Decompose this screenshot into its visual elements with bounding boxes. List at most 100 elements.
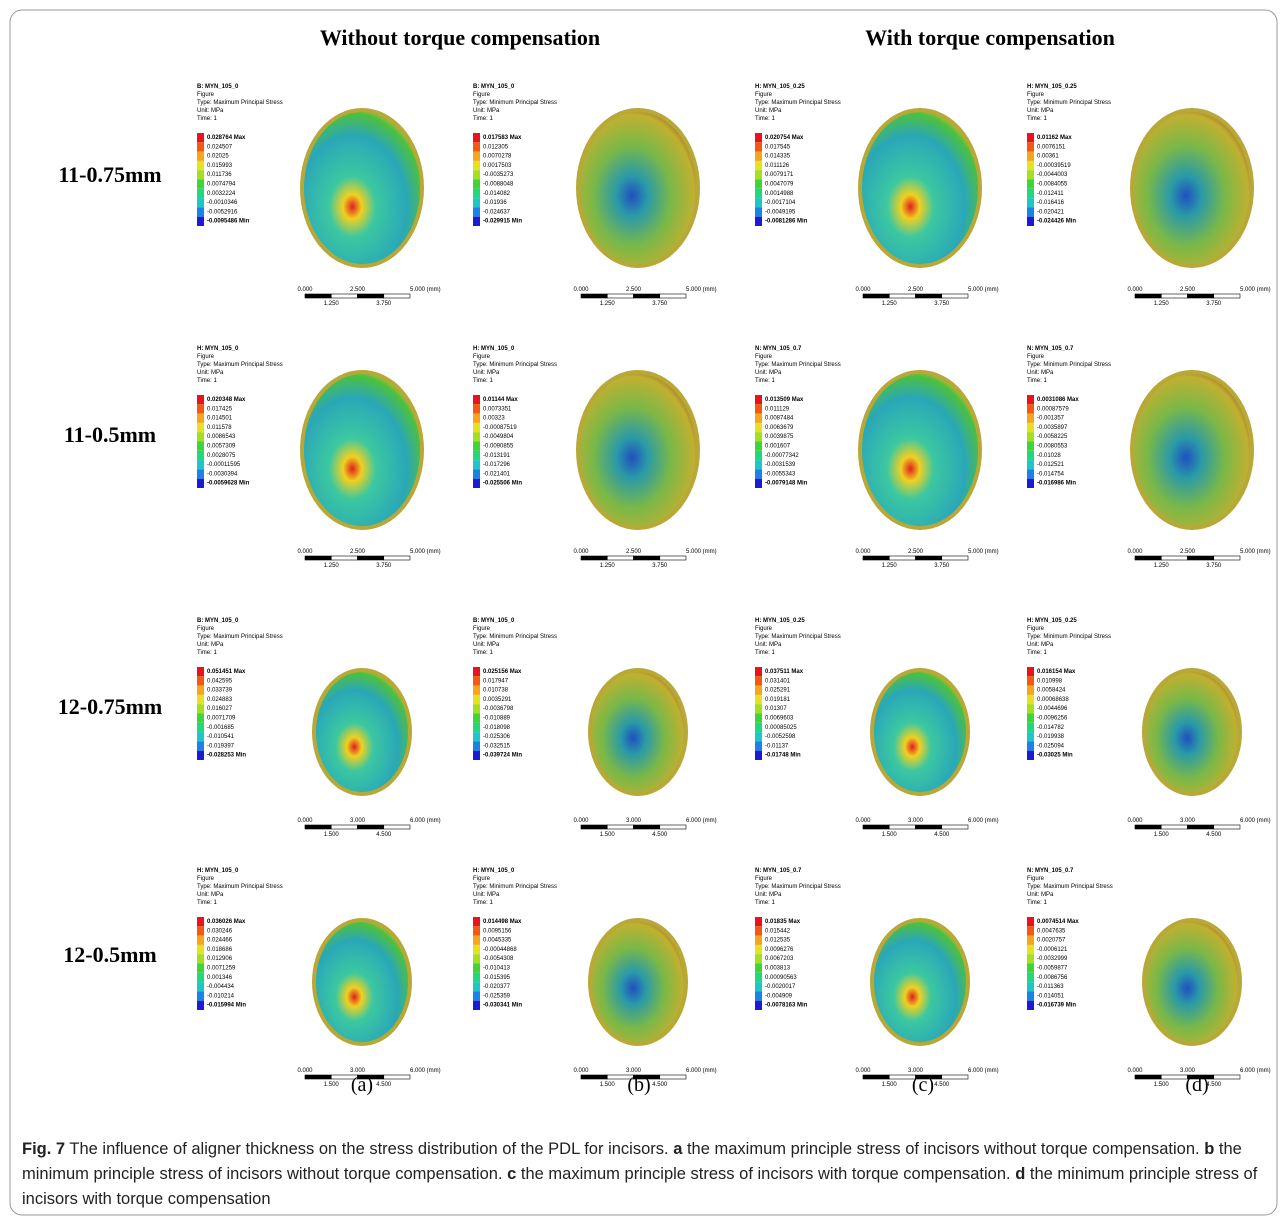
legend-value: -0.025306 [483, 734, 511, 740]
panel-info: Time: 1 [473, 116, 493, 122]
scale-label: 0.000 [855, 287, 871, 293]
panel-info: Figure [197, 354, 215, 360]
legend-swatch [1027, 152, 1034, 161]
legend-value: -0.012411 [1037, 191, 1064, 197]
panel-id: B: MYN_105_0 [473, 618, 515, 624]
legend-value: 0.014335 [765, 154, 791, 160]
legend-swatch [1027, 451, 1034, 460]
scale-label: 1.500 [1154, 1082, 1170, 1088]
column-label: (d) [1185, 1074, 1208, 1096]
legend-value: -0.0036798 [483, 706, 514, 712]
legend-swatch [755, 732, 762, 741]
panel-info: Type: Minimum Principal Stress [1027, 100, 1111, 106]
legend-value: -0.01028 [1037, 453, 1061, 459]
panel-id: H: MYN_105_0 [197, 346, 239, 352]
legend-value: 0.028764 Max [207, 135, 246, 141]
scale-label: 0.000 [297, 287, 313, 293]
legend-value: -0.029915 Min [483, 219, 522, 225]
legend-swatch [755, 469, 762, 478]
legend-value: 0.015993 [207, 163, 233, 169]
tooth-model [302, 372, 422, 528]
scale-label: 0.000 [855, 1068, 871, 1074]
scale-bar-segment [607, 825, 633, 829]
legend-swatch [755, 686, 762, 695]
scale-label: 5.000 (mm) [968, 287, 999, 293]
scale-bar-segment [358, 294, 384, 298]
scale-label: 3.750 [1206, 563, 1222, 569]
legend-swatch [755, 695, 762, 704]
legend-value: 0.02025 [207, 154, 229, 160]
panel-id: H: MYN_105_0 [197, 868, 239, 874]
legend-value: 0.0071259 [207, 966, 236, 972]
legend-swatch [197, 676, 204, 685]
legend-swatch [197, 982, 204, 991]
legend-swatch [197, 973, 204, 982]
scale-label: 4.500 [652, 1082, 668, 1088]
legend-swatch [1027, 704, 1034, 713]
caption-key: c [507, 1165, 516, 1183]
panel-info: Type: Maximum Principal Stress [197, 634, 283, 640]
legend-value: -0.016739 Min [1037, 1003, 1076, 1009]
legend-swatch [1027, 917, 1034, 926]
legend-swatch [473, 142, 480, 151]
legend-swatch [755, 973, 762, 982]
legend-value: 0.024466 [207, 938, 233, 944]
panel-info: Unit: MPa [473, 642, 500, 648]
scale-label: 5.000 (mm) [968, 549, 999, 555]
legend-swatch [755, 404, 762, 413]
scale-bar-segment [305, 294, 331, 298]
scale-label: 4.500 [934, 832, 950, 838]
legend-swatch [473, 479, 480, 488]
scale-label: 0.000 [855, 549, 871, 555]
legend-value: 0.025291 [765, 688, 791, 694]
scale-label: 4.500 [652, 832, 668, 838]
legend-value: -0.028253 Min [207, 753, 246, 759]
legend-swatch [473, 414, 480, 423]
scale-bar-segment [942, 825, 968, 829]
scale-label: 5.000 (mm) [410, 287, 441, 293]
scale-bar-segment [1214, 556, 1240, 560]
caption-text: the maximum principle stress of incisors… [521, 1165, 1011, 1183]
panel-info: Figure [1027, 354, 1045, 360]
scale-label: 1.500 [324, 832, 340, 838]
legend-swatch [197, 695, 204, 704]
legend-value: 0.001346 [207, 975, 233, 981]
panel-info: Figure [197, 626, 215, 632]
panel-info: Type: Minimum Principal Stress [473, 100, 557, 106]
legend-swatch [473, 751, 480, 760]
legend-swatch [473, 180, 480, 189]
legend-value: 0.0073351 [483, 406, 512, 412]
legend-value: -0.010413 [483, 966, 511, 972]
scale-bar-segment [1188, 825, 1214, 829]
scale-label: 1.500 [324, 1082, 340, 1088]
panel-info: Type: Maximum Principal Stress [755, 362, 841, 368]
legend-value: -0.014051 [1037, 993, 1065, 999]
panel-id: N: MYN_105_0.7 [1027, 868, 1074, 874]
legend-value: -0.025506 Min [483, 481, 522, 487]
legend-swatch [1027, 964, 1034, 973]
legend-swatch [473, 161, 480, 170]
legend-value: 0.0057309 [207, 444, 236, 450]
legend-swatch [197, 460, 204, 469]
legend-value: -0.004434 [207, 984, 235, 990]
legend-swatch [1027, 982, 1034, 991]
legend-swatch [473, 198, 480, 207]
legend-swatch [755, 189, 762, 198]
legend-swatch [197, 479, 204, 488]
legend-value: 0.00085025 [765, 725, 797, 731]
legend-value: 0.0045335 [483, 938, 512, 944]
legend-swatch [197, 152, 204, 161]
legend-swatch [1027, 180, 1034, 189]
legend-value: 0.016027 [207, 706, 233, 712]
tooth-model [578, 110, 698, 266]
scale-bar-segment [305, 556, 331, 560]
scale-label: 5.000 (mm) [410, 549, 441, 555]
legend-swatch [755, 423, 762, 432]
panel-id: B: MYN_105_0 [473, 84, 515, 90]
legend-swatch [755, 936, 762, 945]
legend-swatch [1027, 395, 1034, 404]
scale-label: 3.000 [1180, 818, 1196, 824]
panel-info: Time: 1 [1027, 378, 1047, 384]
scale-label: 0.000 [855, 818, 871, 824]
legend-value: 0.0020757 [1037, 938, 1066, 944]
